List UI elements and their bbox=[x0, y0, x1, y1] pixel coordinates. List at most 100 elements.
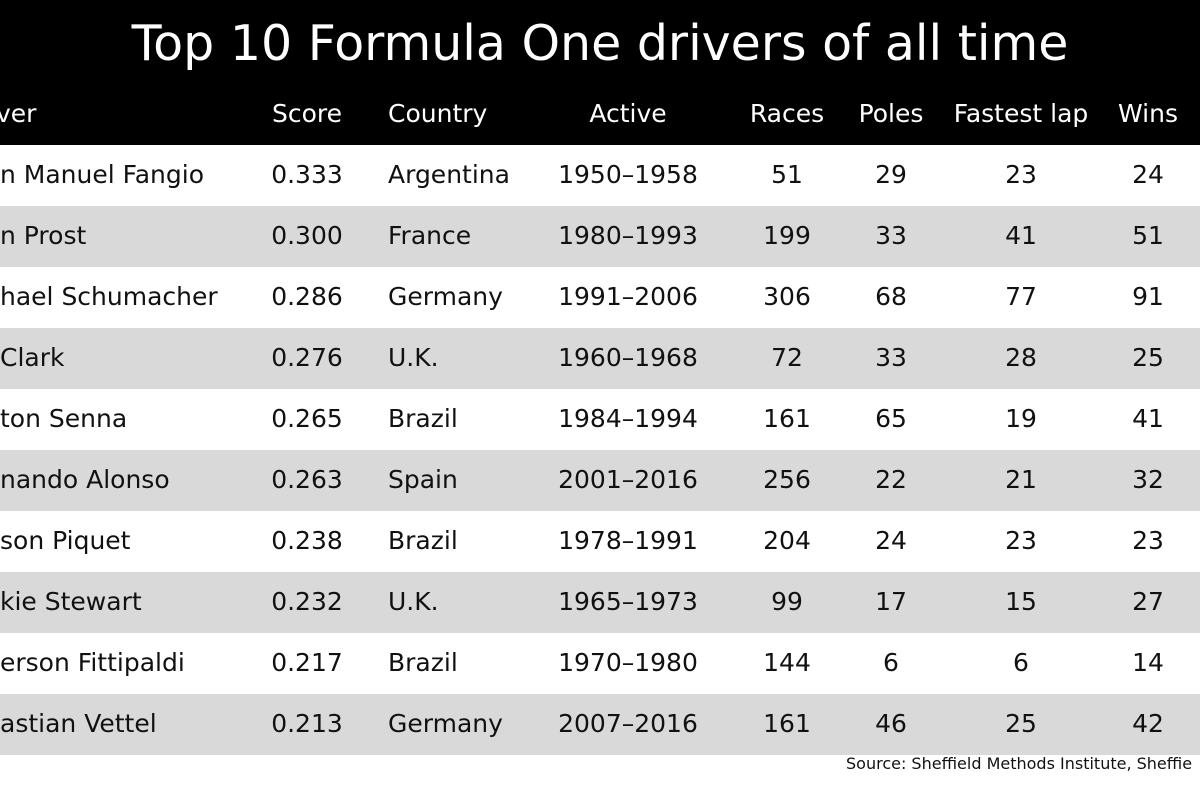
cell-wins: 25 bbox=[1132, 343, 1164, 372]
cell-poles: 46 bbox=[875, 709, 907, 738]
cell-country: France bbox=[388, 221, 472, 250]
cell-races: 144 bbox=[763, 648, 811, 677]
cell-wins: 23 bbox=[1132, 526, 1164, 555]
cell-active: 1984–1994 bbox=[558, 404, 698, 433]
cell-score: 0.300 bbox=[271, 221, 343, 250]
cell-active: 1970–1980 bbox=[558, 648, 698, 677]
cell-races: 72 bbox=[771, 343, 803, 372]
cell-driver: Clark bbox=[0, 343, 65, 372]
cell-driver: n Prost bbox=[0, 221, 87, 250]
cell-driver: n Manuel Fangio bbox=[0, 160, 205, 189]
cell-active: 2007–2016 bbox=[558, 709, 698, 738]
cell-active: 1965–1973 bbox=[558, 587, 698, 616]
cell-wins: 91 bbox=[1132, 282, 1164, 311]
cell-wins: 41 bbox=[1132, 404, 1164, 433]
cell-poles: 33 bbox=[875, 221, 907, 250]
cell-score: 0.286 bbox=[271, 282, 343, 311]
cell-active: 1950–1958 bbox=[558, 160, 698, 189]
table-row: n Manuel Fangio 0.333 Argentina 1950–1958 51… bbox=[0, 145, 1200, 206]
cell-fastest-lap: 23 bbox=[1005, 526, 1037, 555]
cell-country: Germany bbox=[388, 709, 503, 738]
cell-score: 0.238 bbox=[271, 526, 343, 555]
cell-driver: nando Alonso bbox=[0, 465, 170, 494]
cell-wins: 51 bbox=[1132, 221, 1164, 250]
table-row: kie Stewart 0.232 U.K. 1965–1973 99 17 15 27 bbox=[0, 572, 1200, 633]
cell-country: Argentina bbox=[388, 160, 510, 189]
cell-fastest-lap: 21 bbox=[1005, 465, 1037, 494]
table-row: astian Vettel 0.213 Germany 2007–2016 161 46 2… bbox=[0, 694, 1200, 755]
column-header-poles: Poles bbox=[858, 99, 924, 128]
table-row: nando Alonso 0.263 Spain 2001–2016 256 22 21 32 bbox=[0, 450, 1200, 511]
cell-wins: 14 bbox=[1132, 648, 1164, 677]
cell-active: 1991–2006 bbox=[558, 282, 698, 311]
cell-active: 1980–1993 bbox=[558, 221, 698, 250]
cell-fastest-lap: 23 bbox=[1005, 160, 1037, 189]
cell-poles: 24 bbox=[875, 526, 907, 555]
cell-country: Brazil bbox=[388, 526, 458, 555]
cell-races: 161 bbox=[763, 404, 811, 433]
column-header-fastest-lap: Fastest lap bbox=[953, 99, 1089, 128]
cell-score: 0.213 bbox=[271, 709, 343, 738]
column-header-country: Country bbox=[388, 99, 488, 128]
cell-wins: 24 bbox=[1132, 160, 1164, 189]
cell-country: Germany bbox=[388, 282, 503, 311]
cell-country: U.K. bbox=[388, 343, 439, 372]
cell-score: 0.263 bbox=[271, 465, 343, 494]
cell-poles: 65 bbox=[875, 404, 907, 433]
cell-races: 256 bbox=[763, 465, 811, 494]
cell-score: 0.232 bbox=[271, 587, 343, 616]
column-header-score: Score bbox=[271, 99, 343, 128]
cell-races: 204 bbox=[763, 526, 811, 555]
cell-score: 0.217 bbox=[271, 648, 343, 677]
cell-races: 306 bbox=[763, 282, 811, 311]
cell-driver: son Piquet bbox=[0, 526, 131, 555]
cell-score: 0.333 bbox=[271, 160, 343, 189]
cell-driver: erson Fittipaldi bbox=[0, 648, 185, 677]
cell-fastest-lap: 19 bbox=[1005, 404, 1037, 433]
cell-wins: 27 bbox=[1132, 587, 1164, 616]
cell-country: Brazil bbox=[388, 648, 458, 677]
column-header-active: Active bbox=[589, 99, 667, 128]
cell-wins: 42 bbox=[1132, 709, 1164, 738]
cell-races: 199 bbox=[763, 221, 811, 250]
cell-score: 0.276 bbox=[271, 343, 343, 372]
column-header-races: Races bbox=[749, 99, 825, 128]
cell-country: U.K. bbox=[388, 587, 439, 616]
cell-wins: 32 bbox=[1132, 465, 1164, 494]
header-band bbox=[0, 0, 1200, 145]
table-row: erson Fittipaldi 0.217 Brazil 1970–1980 144 6… bbox=[0, 633, 1200, 694]
cell-fastest-lap: 25 bbox=[1005, 709, 1037, 738]
cell-fastest-lap: 77 bbox=[1005, 282, 1037, 311]
cell-races: 161 bbox=[763, 709, 811, 738]
table-row: ton Senna 0.265 Brazil 1984–1994 161 65 19 41 bbox=[0, 389, 1200, 450]
cell-races: 99 bbox=[771, 587, 803, 616]
cell-poles: 17 bbox=[875, 587, 907, 616]
cell-driver: kie Stewart bbox=[0, 587, 142, 616]
cell-fastest-lap: 15 bbox=[1005, 587, 1037, 616]
cell-driver: astian Vettel bbox=[0, 709, 157, 738]
cell-country: Spain bbox=[388, 465, 458, 494]
cell-active: 1978–1991 bbox=[558, 526, 698, 555]
table-row: hael Schumacher 0.286 Germany 1991–2006 306 6… bbox=[0, 267, 1200, 328]
column-header-driver: ver bbox=[0, 99, 37, 128]
source-note: Source: Sheffield Methods Institute, She… bbox=[846, 754, 1193, 773]
cell-country: Brazil bbox=[388, 404, 458, 433]
table-title: Top 10 Formula One drivers of all time bbox=[131, 15, 1069, 72]
table-row: son Piquet 0.238 Brazil 1978–1991 204 24 23 23 bbox=[0, 511, 1200, 572]
cell-poles: 68 bbox=[875, 282, 907, 311]
cell-active: 1960–1968 bbox=[558, 343, 698, 372]
cell-driver: hael Schumacher bbox=[0, 282, 218, 311]
cell-poles: 29 bbox=[875, 160, 907, 189]
table-row: Clark 0.276 U.K. 1960–1968 72 33 28 25 bbox=[0, 328, 1200, 389]
cell-driver: ton Senna bbox=[0, 404, 128, 433]
cell-fastest-lap: 6 bbox=[1013, 648, 1029, 677]
cell-poles: 33 bbox=[875, 343, 907, 372]
cell-poles: 6 bbox=[883, 648, 899, 677]
cell-score: 0.265 bbox=[271, 404, 343, 433]
cell-poles: 22 bbox=[875, 465, 907, 494]
column-header-wins: Wins bbox=[1118, 99, 1178, 128]
cell-active: 2001–2016 bbox=[558, 465, 698, 494]
cell-races: 51 bbox=[771, 160, 803, 189]
cell-fastest-lap: 28 bbox=[1005, 343, 1037, 372]
